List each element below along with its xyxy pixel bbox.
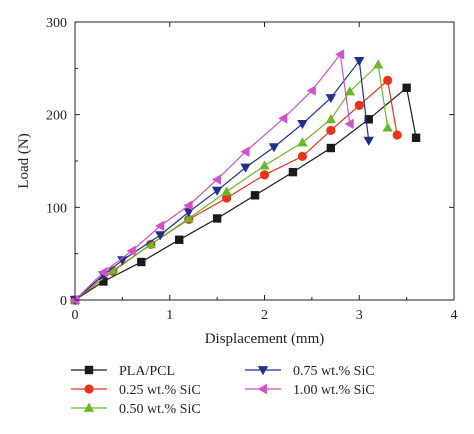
- data-point: [297, 151, 307, 161]
- legend-item-4: 1.00 wt.% SiC: [245, 383, 375, 398]
- series-2: [69, 59, 393, 304]
- legend-label: 0.50 wt.% SiC: [119, 402, 201, 417]
- data-point: [107, 265, 119, 275]
- data-point: [383, 75, 393, 85]
- data-point: [344, 86, 355, 96]
- legend-label: 0.75 wt.% SiC: [293, 364, 375, 379]
- data-point: [98, 267, 108, 278]
- y-tick-label: 200: [46, 109, 67, 124]
- data-point: [183, 208, 194, 218]
- data-point: [326, 125, 336, 136]
- series-line: [74, 63, 389, 301]
- data-point: [402, 83, 411, 92]
- data-point: [306, 85, 316, 96]
- data-point: [354, 100, 364, 110]
- legend-marker: [257, 383, 267, 395]
- data-point: [392, 130, 402, 140]
- legend-item-2: 0.50 wt.% SiC: [71, 402, 201, 417]
- legend-label: 0.25 wt.% SiC: [119, 383, 201, 398]
- data-point: [240, 146, 250, 157]
- y-tick-label: 300: [46, 16, 67, 31]
- data-point: [325, 94, 337, 104]
- data-point: [183, 200, 193, 211]
- data-point: [240, 163, 251, 173]
- legend-marker: [84, 365, 94, 375]
- data-point: [344, 118, 354, 130]
- x-tick-label: 1: [166, 308, 173, 323]
- data-point: [145, 239, 156, 249]
- data-point: [69, 294, 79, 306]
- data-point: [363, 136, 374, 146]
- x-tick-label: 4: [451, 308, 458, 323]
- data-point: [259, 160, 270, 170]
- data-point: [259, 170, 270, 180]
- x-axis-title: Displacement (mm): [205, 331, 325, 347]
- series-layer: [69, 49, 421, 306]
- legend-marker: [257, 366, 269, 376]
- y-axis-title: Load (N): [16, 133, 32, 188]
- data-point: [297, 137, 308, 147]
- data-point: [335, 49, 345, 60]
- data-point: [99, 277, 108, 286]
- data-point: [126, 245, 136, 257]
- data-point: [212, 214, 222, 223]
- y-tick-label: 0: [60, 294, 67, 309]
- x-tick-label: 2: [261, 308, 268, 323]
- series-0: [70, 83, 421, 305]
- data-point: [211, 186, 223, 196]
- series-4: [69, 49, 354, 306]
- legend-marker: [83, 402, 95, 412]
- series-line: [74, 59, 370, 301]
- data-point: [325, 114, 337, 124]
- data-point: [382, 122, 393, 132]
- x-tick-label: 3: [356, 308, 363, 323]
- data-point: [411, 133, 421, 143]
- x-tick-label: 0: [72, 308, 79, 323]
- legend-marker: [84, 384, 94, 394]
- series-1: [70, 75, 402, 305]
- data-point: [297, 120, 308, 130]
- legend: PLA/PCL 0.25 wt.% SiC 0.50 wt.% SiC 0.75 wt…: [71, 364, 375, 417]
- data-point: [183, 213, 194, 223]
- data-point: [117, 256, 128, 266]
- data-point: [288, 167, 298, 177]
- legend-label: 1.00 wt.% SiC: [293, 383, 375, 398]
- data-point: [268, 143, 280, 153]
- data-point: [354, 57, 365, 67]
- data-point: [250, 191, 260, 200]
- y-tick-label: 100: [46, 201, 67, 216]
- legend-item-1: 0.25 wt.% SiC: [71, 383, 201, 398]
- data-point: [137, 257, 146, 267]
- data-point: [211, 174, 222, 185]
- series-3: [69, 57, 374, 306]
- data-point: [175, 235, 184, 244]
- data-point: [326, 143, 336, 153]
- axes-layer: 0 1 2 3 4 0 100 200 300: [46, 16, 458, 323]
- data-point: [373, 59, 384, 69]
- data-point: [364, 115, 373, 124]
- legend-item-3: 0.75 wt.% SiC: [245, 364, 375, 379]
- legend-item-0: PLA/PCL: [71, 364, 175, 379]
- data-point: [278, 113, 288, 124]
- data-point: [221, 186, 232, 196]
- data-point: [155, 231, 166, 241]
- data-point: [155, 220, 165, 232]
- legend-label: PLA/PCL: [119, 364, 175, 379]
- data-point: [222, 193, 232, 203]
